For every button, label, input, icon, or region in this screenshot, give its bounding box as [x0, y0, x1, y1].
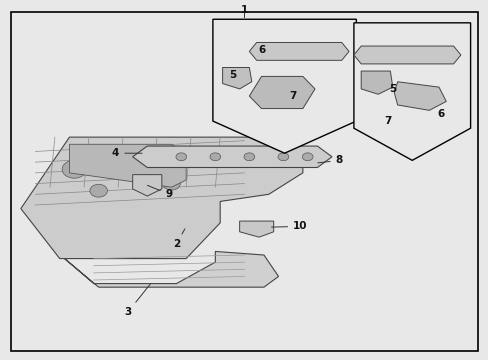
Polygon shape: [353, 46, 460, 64]
Polygon shape: [239, 221, 273, 237]
Circle shape: [176, 153, 186, 161]
Polygon shape: [249, 76, 314, 109]
Circle shape: [302, 153, 312, 161]
Polygon shape: [212, 19, 356, 153]
Circle shape: [209, 153, 220, 161]
Polygon shape: [69, 144, 186, 187]
Text: 4: 4: [112, 148, 142, 158]
Circle shape: [90, 184, 107, 197]
Polygon shape: [132, 175, 162, 196]
Text: 1: 1: [241, 5, 247, 15]
Circle shape: [62, 160, 86, 178]
Circle shape: [244, 153, 254, 161]
Polygon shape: [361, 71, 392, 94]
Text: 2: 2: [172, 229, 184, 249]
Polygon shape: [64, 251, 278, 287]
Polygon shape: [132, 146, 331, 167]
Polygon shape: [393, 82, 446, 111]
Polygon shape: [353, 23, 469, 160]
Text: 6: 6: [257, 45, 264, 55]
Circle shape: [278, 153, 288, 161]
Text: 8: 8: [317, 156, 342, 165]
Text: 5: 5: [228, 69, 236, 80]
Text: 3: 3: [124, 284, 150, 317]
Polygon shape: [222, 67, 251, 89]
Circle shape: [135, 157, 159, 175]
Text: 6: 6: [437, 109, 444, 119]
Text: 7: 7: [289, 91, 296, 101]
Text: 5: 5: [388, 84, 396, 94]
Polygon shape: [21, 137, 302, 258]
Polygon shape: [249, 42, 348, 60]
Text: 9: 9: [147, 185, 172, 199]
Circle shape: [163, 177, 180, 190]
Text: 7: 7: [384, 116, 391, 126]
Text: 10: 10: [271, 221, 307, 231]
